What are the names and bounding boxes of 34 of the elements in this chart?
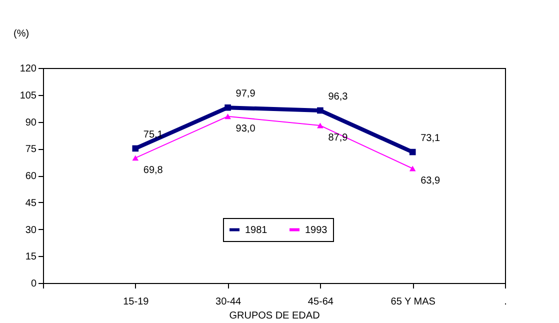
point (409, 166, 416, 172)
y-tick-label: 105 (20, 90, 37, 102)
x-axis-title: GRUPOS DE EDAD (229, 310, 320, 322)
point (317, 122, 324, 128)
data-label: 97,9 (236, 88, 256, 100)
point (317, 107, 324, 114)
point (132, 155, 139, 161)
y-tick-label: 90 (25, 117, 37, 128)
data-label: 63,9 (420, 176, 440, 187)
x-tick-label: 65 Y MAS (390, 296, 436, 308)
y-tick-label: 15 (25, 252, 37, 263)
point (224, 104, 231, 111)
legend-label: 1993 (305, 224, 328, 236)
data-label: 96,3 (328, 91, 348, 102)
point (132, 145, 139, 152)
point (224, 114, 231, 120)
y-tick-label: 45 (25, 198, 37, 209)
y-tick-label: 60 (25, 171, 37, 182)
y-tick-label: 120 (20, 64, 37, 74)
x-tick-label: . (504, 296, 507, 308)
y-tick-label: 75 (25, 144, 37, 156)
data-label: 75,1 (143, 129, 164, 140)
y-tick-label: 0 (30, 278, 37, 290)
x-tick-label: 15-19 (123, 296, 150, 308)
y-tick-label: 30 (25, 224, 37, 236)
point (409, 148, 416, 156)
data-label: 69,8 (143, 164, 164, 176)
legend-label: 1981 (245, 224, 268, 236)
data-label: 93,0 (236, 123, 256, 134)
x-tick-label: 30-44 (216, 296, 242, 308)
y-axis-title: (%) (14, 28, 30, 40)
data-label: 73,1 (420, 133, 440, 144)
data-label: 87,9 (328, 132, 348, 144)
x-tick-label: 45-64 (308, 296, 334, 308)
